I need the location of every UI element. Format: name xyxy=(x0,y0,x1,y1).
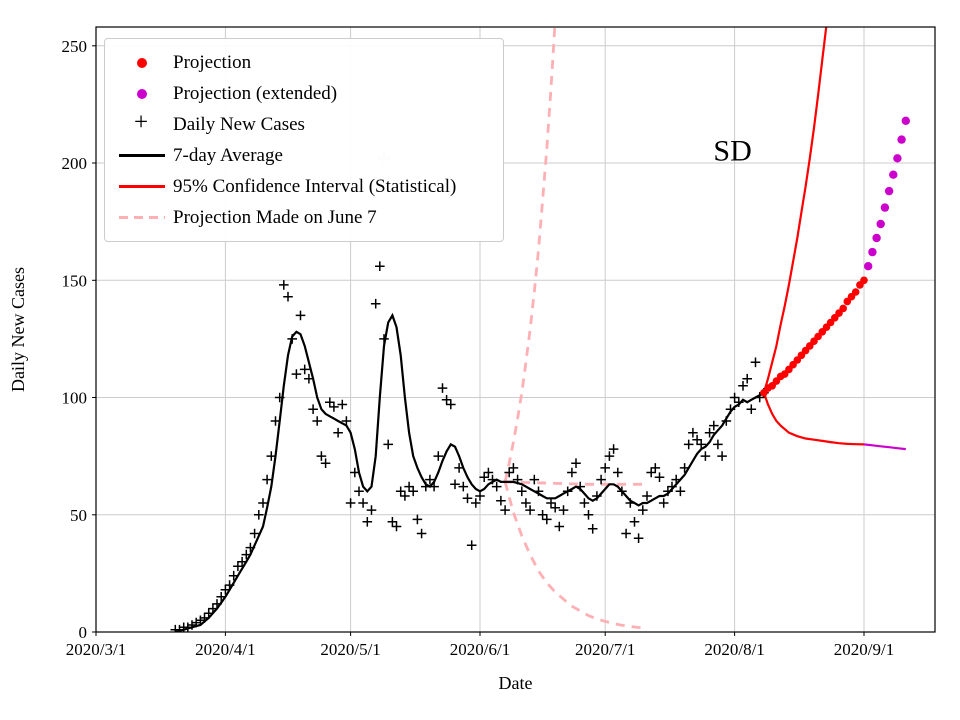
legend: Projection Projection (extended) Daily N… xyxy=(104,38,504,242)
x-tick-label: 2020/5/1 xyxy=(320,640,380,659)
legend-label: Daily New Cases xyxy=(173,113,305,135)
y-tick-label: 100 xyxy=(62,389,88,408)
daily-new-cases xyxy=(170,261,769,632)
y-axis-label: Daily New Cases xyxy=(8,267,28,392)
legend-item-june7-projection: Projection Made on June 7 xyxy=(111,202,493,233)
swatch-box xyxy=(111,57,173,68)
x-tick-label: 2020/6/1 xyxy=(450,640,510,659)
y-tick-label: 200 xyxy=(62,154,88,173)
june7-lower xyxy=(503,481,648,630)
swatch-box xyxy=(111,185,173,188)
legend-label: Projection (extended) xyxy=(173,82,338,104)
x-tick-label: 2020/8/1 xyxy=(704,640,764,659)
average-line-icon xyxy=(119,154,165,157)
axes: 2020/3/1 2020/4/1 2020/5/1 2020/6/1 2020/7/1… xyxy=(8,26,936,693)
confidence-line-icon xyxy=(119,185,165,188)
ci-upper xyxy=(762,27,828,394)
legend-label: Projection Made on June 7 xyxy=(173,206,377,228)
y-tick-label: 250 xyxy=(62,37,88,56)
dashed-line-icon xyxy=(119,216,165,219)
june7-center xyxy=(505,480,643,486)
legend-item-daily-new-cases: Daily New Cases xyxy=(111,109,493,140)
avg7 xyxy=(174,312,765,632)
legend-label: 7-day Average xyxy=(173,144,283,166)
series xyxy=(170,27,910,632)
x-tick-label: 2020/7/1 xyxy=(575,640,635,659)
swatch-box xyxy=(111,216,173,219)
legend-item-projection: Projection xyxy=(111,47,493,78)
region-annotation: SD xyxy=(713,135,751,168)
legend-item-7day-average: 7-day Average xyxy=(111,140,493,171)
swatch-box xyxy=(111,88,173,99)
legend-label: 95% Confidence Interval (Statistical) xyxy=(173,175,457,197)
y-tick-label: 50 xyxy=(70,506,87,525)
june7-upper xyxy=(503,27,557,483)
legend-item-projection-extended: Projection (extended) xyxy=(111,78,493,109)
ci-lower xyxy=(762,392,865,446)
y-tick-label: 0 xyxy=(79,623,88,642)
x-tick-label: 2020/4/1 xyxy=(195,640,255,659)
legend-label: Projection xyxy=(173,51,252,73)
x-tick-label: 2020/9/1 xyxy=(834,640,894,659)
swatch-box xyxy=(111,154,173,157)
projection-extended xyxy=(864,116,910,271)
plus-marker-icon xyxy=(134,110,150,138)
ci-lower-extended xyxy=(863,443,906,451)
x-tick-label: 2020/3/1 xyxy=(66,640,126,659)
projection xyxy=(760,276,868,397)
projection-extended-dot-icon xyxy=(137,88,147,99)
x-axis-label: Date xyxy=(499,673,533,693)
y-tick-label: 150 xyxy=(62,271,88,290)
legend-item-confidence-interval: 95% Confidence Interval (Statistical) xyxy=(111,171,493,202)
swatch-box xyxy=(111,110,173,138)
projection-dot-icon xyxy=(137,57,147,68)
